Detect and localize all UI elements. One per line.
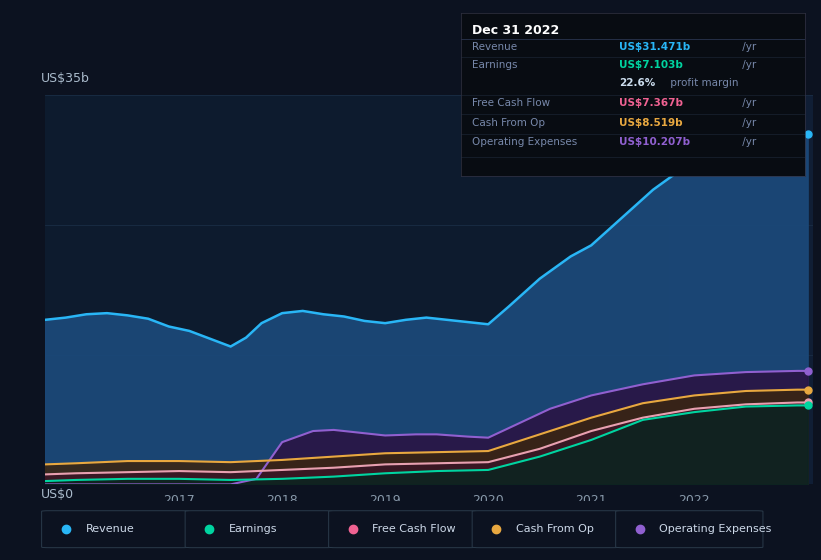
Text: /yr: /yr bbox=[740, 118, 757, 128]
Text: US$7.103b: US$7.103b bbox=[619, 60, 683, 71]
Text: Earnings: Earnings bbox=[229, 524, 277, 534]
Text: Free Cash Flow: Free Cash Flow bbox=[373, 524, 456, 534]
Text: US$31.471b: US$31.471b bbox=[619, 43, 690, 52]
Text: Operating Expenses: Operating Expenses bbox=[472, 137, 577, 147]
Text: Revenue: Revenue bbox=[472, 43, 517, 52]
Text: Dec 31 2022: Dec 31 2022 bbox=[472, 24, 559, 38]
Text: US$10.207b: US$10.207b bbox=[619, 137, 690, 147]
Text: Earnings: Earnings bbox=[472, 60, 517, 71]
Text: Revenue: Revenue bbox=[85, 524, 134, 534]
FancyBboxPatch shape bbox=[472, 511, 620, 548]
FancyBboxPatch shape bbox=[42, 511, 189, 548]
Text: Free Cash Flow: Free Cash Flow bbox=[472, 98, 550, 108]
Text: US$8.519b: US$8.519b bbox=[619, 118, 683, 128]
FancyBboxPatch shape bbox=[328, 511, 476, 548]
Text: US$7.367b: US$7.367b bbox=[619, 98, 683, 108]
FancyBboxPatch shape bbox=[616, 511, 763, 548]
Text: /yr: /yr bbox=[740, 60, 757, 71]
Text: US$35b: US$35b bbox=[41, 72, 90, 85]
Text: Operating Expenses: Operating Expenses bbox=[659, 524, 772, 534]
Text: /yr: /yr bbox=[740, 98, 757, 108]
Text: US$0: US$0 bbox=[41, 488, 75, 501]
Text: 22.6%: 22.6% bbox=[619, 78, 655, 88]
Text: Cash From Op: Cash From Op bbox=[516, 524, 594, 534]
FancyBboxPatch shape bbox=[186, 511, 333, 548]
Text: profit margin: profit margin bbox=[667, 78, 739, 88]
Text: Cash From Op: Cash From Op bbox=[472, 118, 544, 128]
Bar bbox=[668, 95, 813, 484]
Text: /yr: /yr bbox=[740, 43, 757, 52]
Text: /yr: /yr bbox=[740, 137, 757, 147]
